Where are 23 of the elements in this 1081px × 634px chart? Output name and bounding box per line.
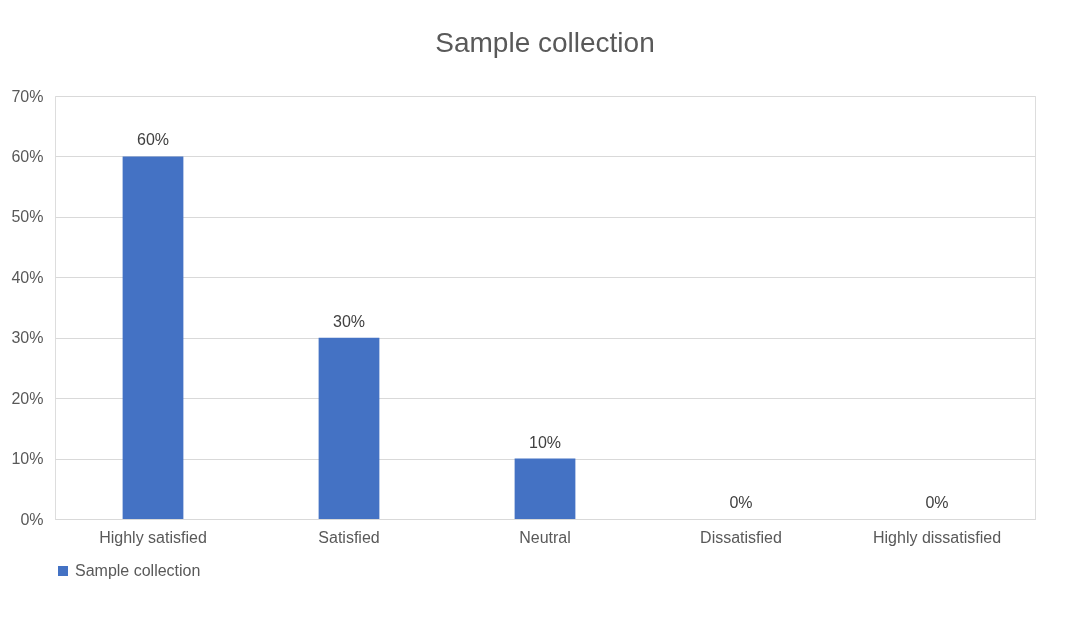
data-label: 0% bbox=[925, 494, 949, 511]
bar bbox=[318, 337, 380, 519]
data-label: 60% bbox=[136, 131, 170, 149]
y-tick-label: 50% bbox=[11, 208, 44, 226]
y-tick-label: 20% bbox=[11, 389, 44, 407]
y-tick-label: 10% bbox=[11, 450, 44, 468]
chart-title: Sample collection bbox=[435, 27, 655, 58]
x-tick-label: Highly dissatisfied bbox=[872, 528, 1002, 546]
data-label: 0% bbox=[729, 494, 753, 511]
bar bbox=[122, 156, 184, 519]
bar bbox=[514, 458, 576, 519]
y-tick-label: 60% bbox=[11, 147, 44, 165]
x-tick-label: Neutral bbox=[519, 528, 571, 546]
legend-label: Sample collection bbox=[75, 562, 201, 579]
data-label: 10% bbox=[528, 433, 562, 451]
x-tick-label: Highly satisfied bbox=[99, 528, 207, 546]
y-tick-label: 70% bbox=[11, 87, 44, 105]
y-tick-label: 40% bbox=[11, 268, 44, 286]
y-tick-label: 30% bbox=[11, 329, 44, 347]
data-label: 30% bbox=[332, 312, 366, 330]
x-tick-label: Satisfied bbox=[318, 528, 380, 546]
y-tick-label: 0% bbox=[20, 510, 44, 528]
x-tick-label: Dissatisfied bbox=[700, 528, 782, 546]
